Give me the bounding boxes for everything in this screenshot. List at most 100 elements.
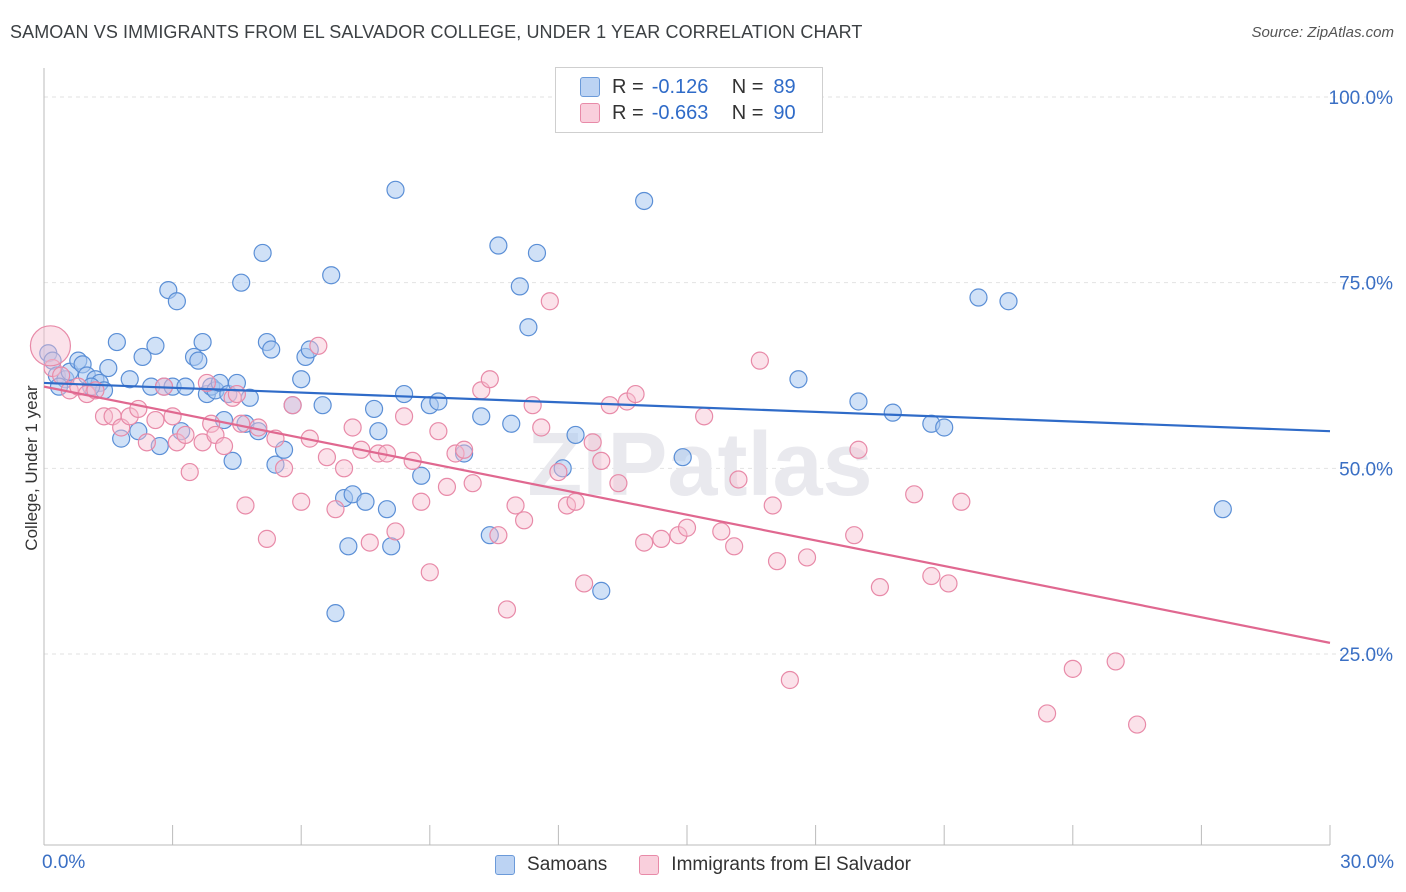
samoans-point xyxy=(322,266,341,285)
n-label: N = xyxy=(731,75,764,98)
elsalvador-point xyxy=(583,433,602,452)
n-value-elsalvador: 90 xyxy=(773,101,796,124)
elsalvador-point xyxy=(750,351,769,370)
elsalvador-point xyxy=(515,511,534,530)
samoans-point xyxy=(326,604,345,623)
samoans-point xyxy=(429,392,448,411)
samoans-point xyxy=(189,351,208,370)
elsalvador-point xyxy=(905,485,924,504)
samoans-point xyxy=(120,370,139,389)
samoans-point xyxy=(232,273,251,292)
grid-lines xyxy=(44,96,1392,655)
elsalvador-point xyxy=(566,492,585,511)
elsalvador-point xyxy=(767,552,787,571)
elsalvador-point xyxy=(394,407,414,426)
samoans-point xyxy=(883,403,902,422)
samoans-point xyxy=(510,277,529,296)
elsalvador-point xyxy=(497,600,517,619)
bottom-legend-samoans: Samoans xyxy=(495,854,607,876)
elsalvador-swatch xyxy=(639,855,660,875)
elsalvador-point xyxy=(592,451,611,471)
elsalvador-point xyxy=(939,574,958,593)
elsalvador-point xyxy=(729,470,748,489)
elsalvador-point xyxy=(1106,652,1125,671)
samoans-point xyxy=(394,384,414,404)
samoans-point xyxy=(472,407,491,426)
elsalvador-point xyxy=(489,526,508,545)
elsalvador-point xyxy=(317,448,337,467)
elsalvador-point xyxy=(360,533,379,552)
elsalvador-point xyxy=(870,578,890,597)
elsalvador-point xyxy=(257,529,277,548)
samoans-point xyxy=(789,370,808,389)
elsalvador-point xyxy=(540,292,559,311)
samoans-point xyxy=(369,422,388,441)
n-label: N = xyxy=(731,101,764,124)
elsalvador-point xyxy=(463,474,482,493)
samoans-point xyxy=(377,500,397,519)
elsalvador-point xyxy=(283,396,302,415)
elsalvador-point xyxy=(412,492,431,511)
r-value-samoans: -0.126 xyxy=(651,75,709,98)
x-tick-min: 0.0% xyxy=(42,852,86,873)
elsalvador-point xyxy=(532,418,551,437)
elsalvador-point xyxy=(309,336,328,355)
elsalvador-point xyxy=(575,574,594,593)
elsalvador-swatch xyxy=(580,103,600,123)
elsalvador-point xyxy=(1127,715,1147,734)
elsalvador-point xyxy=(952,492,971,511)
bottom-legend-elsalvador: Immigrants from El Salvador xyxy=(639,854,911,876)
samoans-point xyxy=(133,347,152,367)
samoans-point xyxy=(356,492,375,511)
elsalvador-point xyxy=(725,537,744,556)
elsalvador-point xyxy=(797,548,817,567)
y-tick-label: 75.0% xyxy=(1339,274,1393,295)
r-label: R = xyxy=(612,75,644,98)
elsalvador-point xyxy=(227,384,246,404)
elsalvador-point xyxy=(29,325,72,367)
samoans-point xyxy=(382,537,401,556)
samoans-point xyxy=(527,243,547,263)
elsalvador-point xyxy=(626,384,645,404)
samoans-point xyxy=(223,451,242,471)
elsalvador-point xyxy=(763,496,782,515)
samoans-point xyxy=(107,332,126,352)
trend-lines xyxy=(43,381,1331,644)
elsalvador-point xyxy=(429,422,448,441)
elsalvador-point xyxy=(695,407,714,426)
elsalvador-trend-line xyxy=(43,385,1331,644)
chart-title: SAMOAN VS IMMIGRANTS FROM EL SALVADOR CO… xyxy=(10,22,863,42)
bottom-legend-elsalvador-label: Immigrants from El Salvador xyxy=(671,854,911,875)
samoans-point xyxy=(146,336,165,355)
elsalvador-point xyxy=(506,496,525,515)
samoans-point xyxy=(635,191,654,211)
elsalvador-point xyxy=(549,462,568,482)
samoans-point xyxy=(176,377,195,396)
samoans-point xyxy=(969,288,988,307)
samoans-point xyxy=(502,414,521,433)
samoans-point xyxy=(339,537,358,556)
samoans-point xyxy=(386,180,405,199)
samoans-point xyxy=(253,243,272,263)
elsalvador-point xyxy=(420,563,439,582)
elsalvador-point xyxy=(849,440,868,459)
bottom-legend: Samoans Immigrants from El Salvador xyxy=(0,852,1406,878)
elsalvador-point xyxy=(677,518,697,537)
samoans-point xyxy=(313,396,332,415)
elsalvador-point xyxy=(523,396,542,415)
samoans-point xyxy=(673,448,692,467)
elsalvador-point xyxy=(780,670,799,690)
samoans-point xyxy=(849,392,868,411)
samoans-point xyxy=(566,425,585,445)
legend-row-elsalvador: R = -0.663 N = 90 xyxy=(580,101,796,125)
elsalvador-point xyxy=(343,418,362,437)
bottom-legend-samoans-label: Samoans xyxy=(527,854,608,875)
axes xyxy=(43,68,1331,846)
elsalvador-point xyxy=(1063,659,1082,678)
elsalvador-point xyxy=(326,500,345,519)
elsalvador-point xyxy=(52,366,71,385)
elsalvador-point xyxy=(236,496,255,515)
elsalvador-point xyxy=(137,433,156,452)
elsalvador-point xyxy=(146,410,165,430)
